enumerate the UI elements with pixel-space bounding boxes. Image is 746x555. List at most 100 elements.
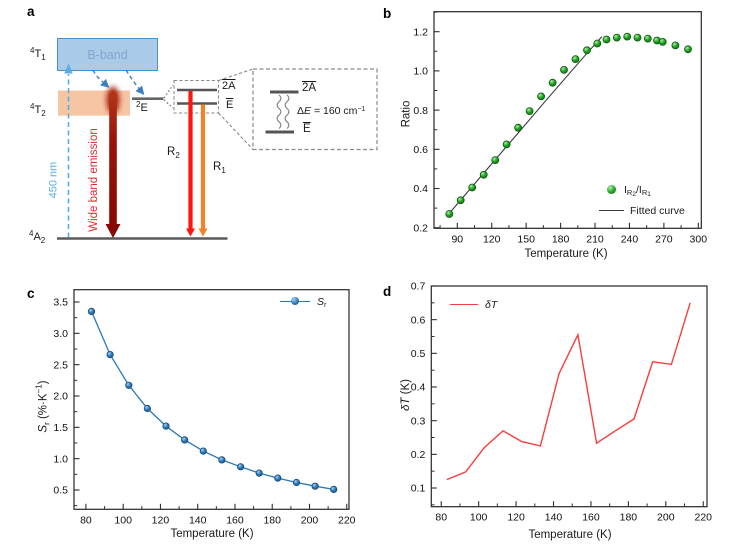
fan-dots-top xyxy=(163,84,174,99)
b-ytitle: Ratio xyxy=(399,100,412,128)
inset-connector-bottom xyxy=(218,112,254,150)
data-point xyxy=(106,351,114,359)
excitation-label-box: 450 nm xyxy=(0,120,113,240)
x-tick-label: 100 xyxy=(470,512,488,524)
data-point xyxy=(643,34,652,43)
x-tick-label: 160 xyxy=(582,512,600,524)
level-label-4t1: 4T1 xyxy=(30,46,46,62)
b-legend: IR2/IR1 Fitted curve xyxy=(598,179,685,221)
data-point xyxy=(199,447,207,455)
data-point xyxy=(560,66,568,74)
x-tick-label: 210 xyxy=(586,233,604,245)
c-legend: Sr xyxy=(280,291,327,312)
r1-label: R1 xyxy=(213,161,226,175)
data-point xyxy=(671,41,680,50)
y-tick-label: 1.0 xyxy=(53,453,68,465)
x-tick-label: 90 xyxy=(451,233,463,245)
y-tick-label: 0.6 xyxy=(413,144,428,156)
c-xtitle: Temperature (K) xyxy=(170,528,254,540)
d-legend-label: δT xyxy=(485,298,498,311)
x-tick-label: 100 xyxy=(114,514,132,526)
x-tick-label: 220 xyxy=(694,512,712,524)
chart-c: 80 100 120 140 160 180 200 220 0.5 1.0 1.5 2.0 2.5 3.… xyxy=(53,289,356,526)
b-xtitle: Temperature (K) xyxy=(524,248,608,260)
r2-arrowhead xyxy=(186,228,195,237)
d-legend: δT xyxy=(450,294,497,315)
chart-d: 80 100 120 140 160 180 200 220 0.1 0.2 0.3 0.4 0.5 0.… xyxy=(411,281,712,524)
data-point xyxy=(583,46,591,55)
panel-d-letter: d xyxy=(383,284,392,299)
x-tick-label: 220 xyxy=(338,514,356,526)
data-point xyxy=(479,170,488,179)
data-point xyxy=(125,381,133,389)
series-line xyxy=(446,36,603,217)
panel-d: d 80 100 120 140 160 180 200 220 0.1 0.2 0.3 0.4 0.5… xyxy=(373,278,746,555)
data-point xyxy=(468,183,477,192)
data-point xyxy=(633,33,642,42)
t2-band xyxy=(58,90,130,116)
relaxation-arrow-2 xyxy=(125,69,145,95)
emission-label: Wide band emission xyxy=(88,128,100,232)
b-legend-row-data: IR2/IR1 xyxy=(598,179,685,200)
b-band-box: B-band xyxy=(57,38,158,71)
d-xtitle: Temperature (K) xyxy=(528,529,612,541)
level-label-2e: 2E xyxy=(136,100,148,114)
r1-arrowhead xyxy=(198,228,208,237)
blue-line-marker-icon xyxy=(280,297,310,306)
y-tick-label: 3.5 xyxy=(53,297,68,309)
inset-e-label: E xyxy=(303,123,311,135)
data-point xyxy=(548,78,557,87)
fit-line-icon xyxy=(599,210,624,211)
data-point xyxy=(491,156,500,165)
y-tick-label: 0.7 xyxy=(411,281,426,293)
y-tick-label: 2.5 xyxy=(53,359,68,371)
data-point xyxy=(612,33,621,42)
plot-frame xyxy=(73,289,350,510)
data-point xyxy=(218,456,226,464)
r2-label: R2 xyxy=(167,146,180,160)
data-point xyxy=(255,469,263,477)
level-label-4t2: 4T2 xyxy=(30,102,46,118)
c-legend-label: Sr xyxy=(317,295,327,309)
panel-c: c 80 100 120 140 160 180 200 220 0.5 1.0 1.5 2.0 2.5… xyxy=(0,278,373,555)
data-point xyxy=(330,485,338,493)
data-point xyxy=(623,32,632,41)
level-label-4a2: 4A2 xyxy=(29,229,46,245)
delta-e-label: ΔE = 160 cm−1 xyxy=(297,105,366,117)
data-point xyxy=(653,36,661,45)
x-tick-label: 140 xyxy=(545,512,563,524)
series-line xyxy=(446,302,691,481)
relaxation-arrow-1 xyxy=(92,69,110,88)
x-tick-label: 200 xyxy=(301,514,319,526)
x-tick-label: 180 xyxy=(263,514,281,526)
y-tick-label: 0.3 xyxy=(411,415,426,427)
data-point xyxy=(593,39,602,48)
small-e-label: E xyxy=(226,99,234,111)
y-tick-label: 0.5 xyxy=(53,485,68,497)
x-tick-label: 150 xyxy=(517,233,535,245)
data-point xyxy=(658,38,667,46)
emission-blob xyxy=(106,86,120,114)
y-tick-label: 3.0 xyxy=(53,328,68,340)
data-point xyxy=(537,92,546,101)
x-tick-label: 180 xyxy=(620,512,638,524)
emission-label-box: Wide band emission xyxy=(34,120,154,240)
phonon-wavy-line-1 xyxy=(276,94,282,129)
data-point xyxy=(502,140,511,149)
y-tick-label: 1.0 xyxy=(413,66,428,78)
data-point xyxy=(525,107,534,115)
inset-2a-label: 2A xyxy=(302,82,317,94)
phonon-wavy-line-2 xyxy=(284,94,290,129)
small-dashed-box xyxy=(173,79,220,114)
b-legend-label-2: Fitted curve xyxy=(630,204,685,217)
data-point xyxy=(162,422,170,430)
c-ytitle-box: Sr (%·K−1) xyxy=(0,345,105,469)
chart-b: 90 120 150 180 210 240 270 300 0.2 0.4 0.6 0.8 1.0 1.… xyxy=(413,11,707,245)
y-tick-label: 0.4 xyxy=(411,382,426,394)
y-tick-label: 0.8 xyxy=(413,105,428,117)
fan-dots-bottom xyxy=(163,99,174,109)
x-tick-label: 160 xyxy=(226,514,244,526)
data-point xyxy=(87,307,96,316)
panel-b: b 90 120 150 180 210 240 270 300 0.2 0.4 0.6 0.8 1.0… xyxy=(373,0,746,278)
